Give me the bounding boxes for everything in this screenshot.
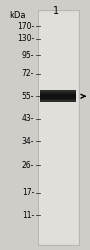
Bar (39, 12, 78, 242)
Bar (40, 92, 76, 94)
Text: 95-: 95- (22, 50, 34, 59)
Bar (38, 10, 79, 245)
Text: 11-: 11- (22, 210, 34, 220)
Text: 43-: 43- (22, 114, 34, 123)
Text: kDa: kDa (9, 11, 25, 20)
Bar (40, 99, 76, 100)
Text: 34-: 34- (22, 137, 34, 146)
Bar (40, 100, 76, 102)
Text: 55-: 55- (22, 92, 34, 101)
Bar (40, 90, 76, 92)
Bar (40, 90, 76, 102)
Text: 17-: 17- (22, 188, 34, 197)
Text: 72-: 72- (22, 69, 34, 78)
Text: 1: 1 (53, 6, 59, 16)
Text: 130-: 130- (17, 34, 34, 43)
Text: 26-: 26- (22, 160, 34, 170)
Text: 170-: 170- (17, 22, 34, 31)
